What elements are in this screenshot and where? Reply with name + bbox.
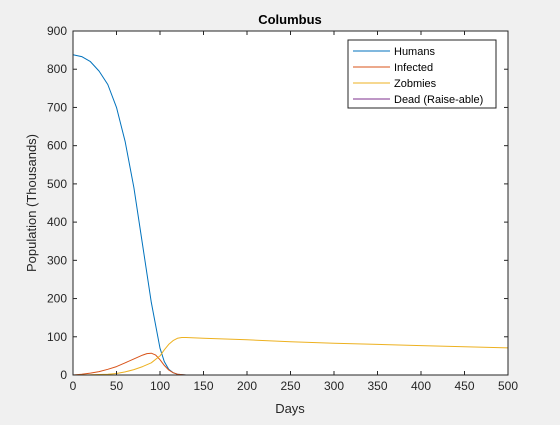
y-tick-label: 500 — [47, 177, 67, 191]
y-tick-label: 700 — [47, 100, 67, 114]
x-tick-label: 0 — [70, 379, 77, 393]
x-tick-label: 400 — [411, 379, 431, 393]
y-tick-label: 800 — [47, 62, 67, 76]
y-tick-label: 200 — [47, 292, 67, 306]
legend-label: Humans — [394, 46, 435, 58]
x-tick-label: 300 — [324, 379, 344, 393]
x-axis-label: Days — [275, 401, 305, 416]
y-tick-label: 900 — [47, 24, 67, 38]
y-axis-label: Population (Thousands) — [24, 134, 39, 272]
legend: Humans Infected Zobmies Dead (Raise-able) — [347, 39, 497, 109]
y-tick-label: 400 — [47, 215, 67, 229]
y-tick-label: 600 — [47, 139, 67, 153]
x-tick-label: 100 — [150, 379, 170, 393]
y-tick-label: 300 — [47, 253, 67, 267]
y-tick-label: 100 — [47, 330, 67, 344]
tick-layer: 0 50 100 150 200 250 300 350 400 450 500 0 100 200 300… — [47, 24, 518, 393]
y-tick-label: 0 — [60, 368, 67, 382]
x-tick-label: 500 — [498, 379, 518, 393]
chart-title: Columbus — [258, 12, 322, 27]
x-tick-label: 350 — [367, 379, 387, 393]
legend-label: Infected — [394, 62, 433, 74]
x-tick-label: 50 — [110, 379, 124, 393]
x-tick-label: 200 — [237, 379, 257, 393]
legend-label: Zobmies — [394, 78, 437, 90]
series-line-2 — [72, 337, 509, 376]
legend-label: Dead (Raise-able) — [394, 94, 483, 106]
x-tick-label: 150 — [193, 379, 213, 393]
x-tick-label: 250 — [280, 379, 300, 393]
x-tick-label: 450 — [454, 379, 474, 393]
